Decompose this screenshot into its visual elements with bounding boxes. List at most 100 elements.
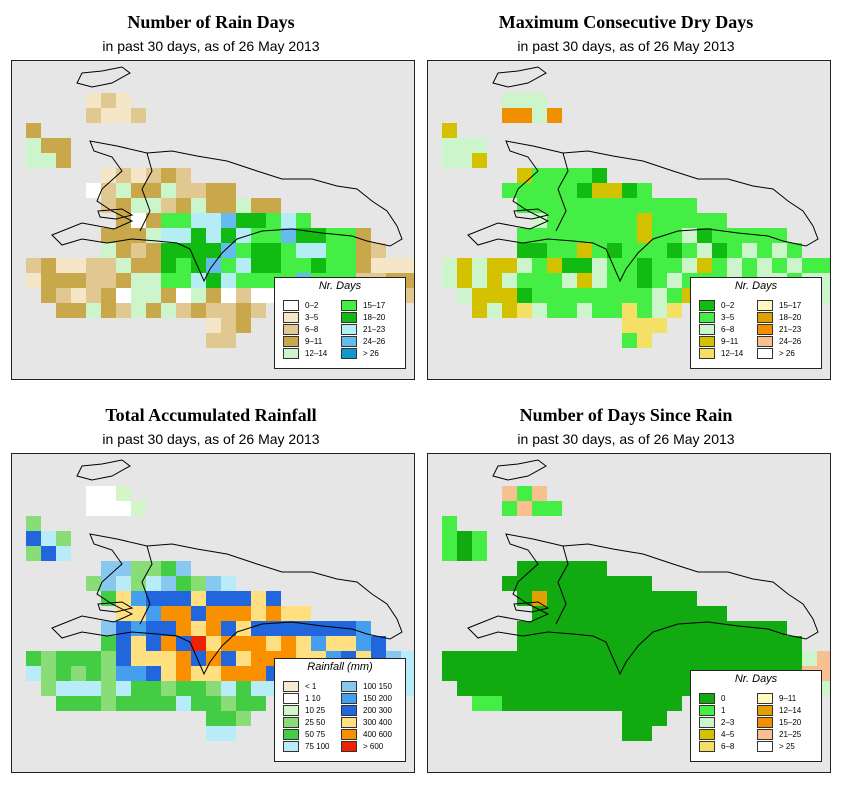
legend-swatch	[283, 717, 299, 728]
legend-swatch	[283, 348, 299, 359]
grid-cell	[251, 243, 266, 258]
grid-cell	[176, 288, 191, 303]
grid-cell	[41, 546, 56, 561]
grid-cell	[667, 591, 682, 606]
grid-cell	[296, 258, 311, 273]
legend-swatch	[757, 300, 773, 311]
grid-cell	[191, 636, 206, 651]
grid-cell	[532, 636, 547, 651]
grid-cell	[251, 273, 266, 288]
grid-cell	[71, 651, 86, 666]
coastline	[513, 601, 550, 613]
grid-cell	[727, 651, 742, 666]
grid-cell	[176, 213, 191, 228]
grid-cell	[472, 651, 487, 666]
grid-cell	[577, 636, 592, 651]
grid-cell	[86, 273, 101, 288]
grid-cell	[517, 651, 532, 666]
map-rain-days: Nr. Days 0–2 3–5 6–8 9–11 12–14 15–17 18–20 21–2…	[11, 60, 415, 380]
grid-cell	[622, 288, 637, 303]
grid-cell	[206, 591, 221, 606]
grid-cell	[577, 681, 592, 696]
grid-cell	[206, 228, 221, 243]
legend-label: 18–20	[363, 313, 386, 322]
grid-cell	[116, 213, 131, 228]
legend-label: 3–5	[721, 313, 735, 322]
grid-cell	[251, 303, 266, 318]
grid-cell	[146, 213, 161, 228]
legend-swatch	[757, 336, 773, 347]
grid-cell	[56, 138, 71, 153]
grid-cell	[562, 228, 577, 243]
grid-cell	[236, 681, 251, 696]
grid-cell	[41, 651, 56, 666]
grid-cell	[472, 273, 487, 288]
grid-cell	[251, 228, 266, 243]
grid-cell	[517, 168, 532, 183]
grid-cell	[86, 576, 101, 591]
grid-cell	[577, 168, 592, 183]
grid-cell	[667, 258, 682, 273]
legend-swatch	[283, 705, 299, 716]
grid-cell	[56, 258, 71, 273]
grid-cell	[607, 303, 622, 318]
grid-cell	[236, 606, 251, 621]
grid-cell	[41, 273, 56, 288]
grid-cell	[577, 288, 592, 303]
grid-cell	[236, 198, 251, 213]
grid-cell	[562, 576, 577, 591]
legend: Nr. Days 0–2 3–5 6–8 9–11 12–14 15–17 18–20 21–2…	[690, 277, 822, 369]
grid-cell	[592, 621, 607, 636]
grid-cell	[206, 333, 221, 348]
grid-cell	[667, 228, 682, 243]
grid-cell	[502, 93, 517, 108]
grid-cell	[266, 636, 281, 651]
grid-cell	[502, 666, 517, 681]
grid-cell	[577, 228, 592, 243]
grid-cell	[131, 168, 146, 183]
grid-cell	[667, 651, 682, 666]
grid-cell	[532, 681, 547, 696]
grid-cell	[517, 183, 532, 198]
grid-cell	[146, 576, 161, 591]
grid-cell	[206, 303, 221, 318]
grid-cell	[116, 198, 131, 213]
grid-cell	[131, 621, 146, 636]
grid-cell	[622, 606, 637, 621]
grid-cell	[787, 258, 802, 273]
legend-swatch	[699, 705, 715, 716]
grid-cell	[592, 681, 607, 696]
coastline	[467, 533, 819, 676]
grid-cell	[472, 681, 487, 696]
grid-cell	[637, 711, 652, 726]
legend-swatch	[757, 348, 773, 359]
legend-label: < 1	[305, 682, 317, 691]
grid-cell	[487, 696, 502, 711]
grid-cell	[296, 213, 311, 228]
grid-cell	[457, 273, 472, 288]
grid-cell	[622, 576, 637, 591]
grid-cell	[401, 258, 414, 273]
legend-swatch	[283, 336, 299, 347]
grid-cell	[637, 273, 652, 288]
grid-cell	[472, 138, 487, 153]
grid-cell	[592, 636, 607, 651]
grid-cell	[577, 273, 592, 288]
grid-cell	[592, 273, 607, 288]
grid-cell	[266, 591, 281, 606]
grid-cell	[547, 168, 562, 183]
grid-cell	[101, 168, 116, 183]
grid-cell	[562, 621, 577, 636]
grid-cell	[131, 213, 146, 228]
legend-label: 150 200	[363, 694, 392, 703]
coastline	[513, 208, 550, 220]
grid-cell	[176, 666, 191, 681]
grid-cell	[637, 258, 652, 273]
grid-cell	[191, 228, 206, 243]
grid-cell	[176, 168, 191, 183]
grid-cell	[442, 123, 457, 138]
grid-cell	[592, 183, 607, 198]
grid-cell	[712, 213, 727, 228]
grid-cell	[487, 651, 502, 666]
grid-cell	[547, 561, 562, 576]
